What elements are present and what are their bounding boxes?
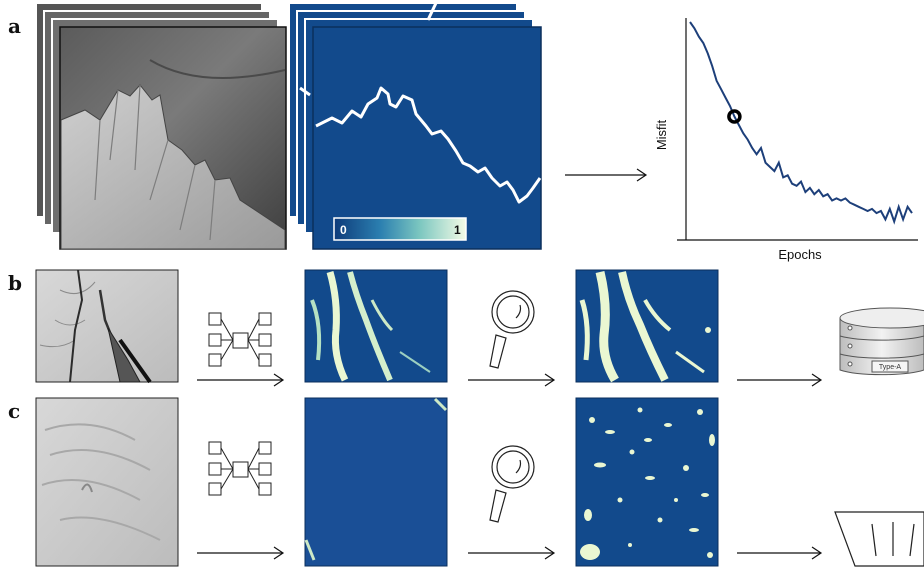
x-axis-label: Epochs xyxy=(778,247,822,262)
arrow-c1 xyxy=(197,546,285,560)
database-tag xyxy=(871,360,909,373)
y-axis-label: Misfit xyxy=(654,119,669,150)
label-image-front xyxy=(312,26,542,250)
row-c xyxy=(35,397,924,567)
input-image-b xyxy=(35,269,179,384)
panel-letter-b: b xyxy=(8,271,22,295)
arrow-c3 xyxy=(737,546,823,560)
panel-letter-c: c xyxy=(8,399,20,423)
database-icon: Type-A xyxy=(839,307,924,376)
series-line-misfit xyxy=(689,21,913,225)
misfit-chart: Misfit Epochs xyxy=(654,18,918,262)
colorbar: 0 1 xyxy=(333,217,467,241)
neural-network-icon xyxy=(208,312,272,367)
arrow-b2 xyxy=(468,373,556,387)
row-b: Type-A xyxy=(35,269,924,387)
label-image-stack: 0 1 xyxy=(288,2,542,250)
input-image-stack xyxy=(35,2,287,250)
magnifier-icon xyxy=(489,290,535,369)
trash-bin-icon xyxy=(834,511,924,567)
binary-map-b xyxy=(575,269,719,383)
colorbar-max-label: 1 xyxy=(454,223,461,237)
input-image-front xyxy=(59,26,287,250)
arrow-a xyxy=(565,168,648,182)
magnifier-icon-c xyxy=(489,445,535,523)
boundary-line xyxy=(315,86,542,204)
arrow-b3 xyxy=(737,373,823,387)
prediction-map-c xyxy=(304,397,448,567)
database-tag-text: Type-A xyxy=(879,364,902,371)
prediction-map-b xyxy=(304,269,448,383)
panel-letter-a: a xyxy=(8,14,21,38)
neural-network-icon-c xyxy=(208,441,272,496)
binary-map-c xyxy=(575,397,719,567)
arrow-b1 xyxy=(197,373,285,387)
current-epoch-marker xyxy=(727,109,742,124)
colorbar-min-label: 0 xyxy=(340,223,347,237)
input-image-c xyxy=(35,397,179,567)
arrow-c2 xyxy=(468,546,556,560)
